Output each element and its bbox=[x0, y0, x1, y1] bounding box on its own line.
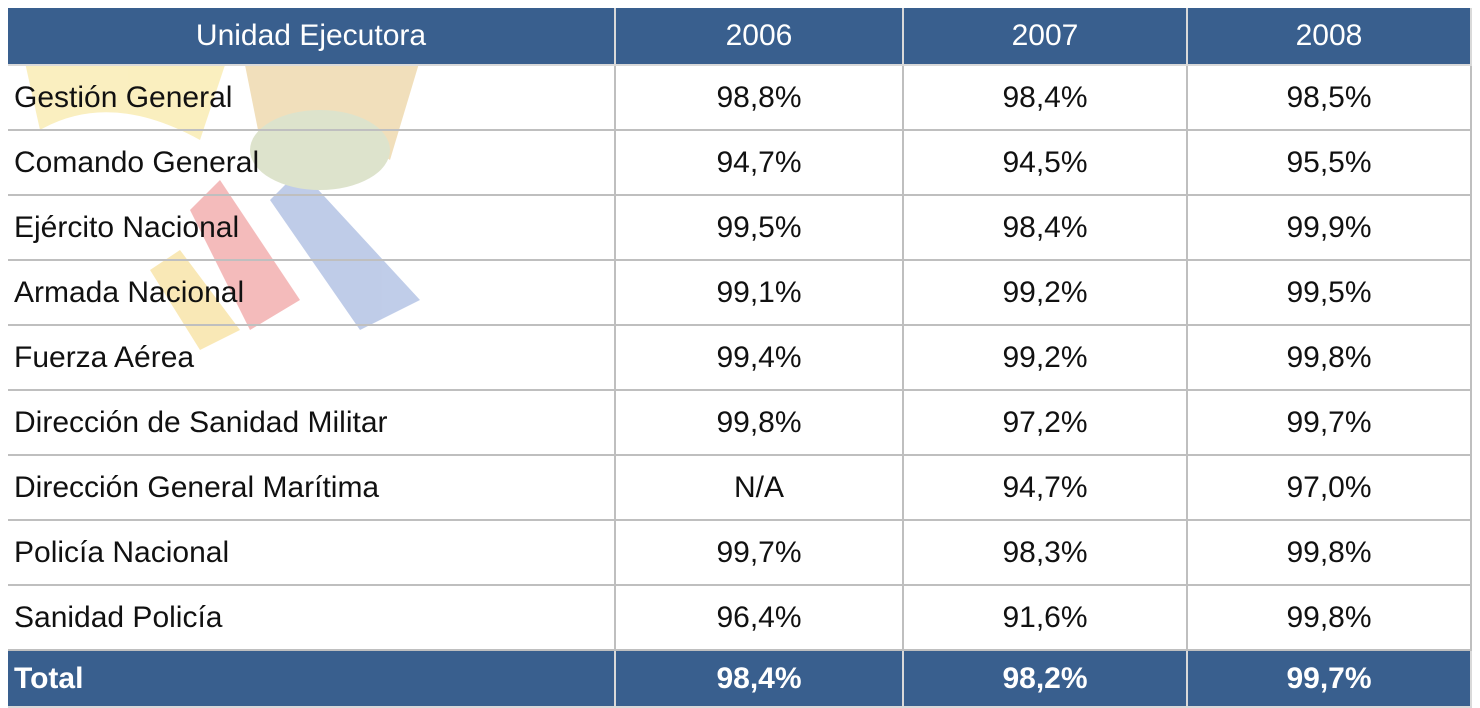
row-cell-value: 99,5% bbox=[1188, 261, 1472, 326]
row-cell-label: Gestión General bbox=[8, 66, 616, 131]
row-cell-value: 95,5% bbox=[1188, 131, 1472, 196]
row-cell-label: Armada Nacional bbox=[8, 261, 616, 326]
row-cell-label: Policía Nacional bbox=[8, 521, 616, 586]
row-cell-value: 99,7% bbox=[1188, 391, 1472, 456]
header-cell-value: 2006 bbox=[616, 8, 904, 66]
row-cell-value: 97,0% bbox=[1188, 456, 1472, 521]
row-cell-value: 97,2% bbox=[904, 391, 1188, 456]
row-cell-value: 99,8% bbox=[1188, 521, 1472, 586]
total-cell-label: Total bbox=[8, 651, 616, 708]
row-cell-label: Dirección de Sanidad Militar bbox=[8, 391, 616, 456]
row-cell-value: 99,4% bbox=[616, 326, 904, 391]
row-cell-value: 96,4% bbox=[616, 586, 904, 651]
table: Unidad Ejecutora200620072008 Gestión Gene… bbox=[0, 0, 1480, 708]
row-cell-value: 99,2% bbox=[904, 261, 1188, 326]
row-cell-label: Dirección General Marítima bbox=[8, 456, 616, 521]
row-cell-label: Comando General bbox=[8, 131, 616, 196]
row-cell-value: 94,7% bbox=[616, 131, 904, 196]
row-cell-value: 98,8% bbox=[616, 66, 904, 131]
row-cell-value: 98,4% bbox=[904, 196, 1188, 261]
row-cell-value: 99,8% bbox=[616, 391, 904, 456]
row-cell-value: 99,5% bbox=[616, 196, 904, 261]
row-cell-value: N/A bbox=[616, 456, 904, 521]
total-cell-value: 98,4% bbox=[616, 651, 904, 708]
row-cell-label: Sanidad Policía bbox=[8, 586, 616, 651]
header-cell-value: 2007 bbox=[904, 8, 1188, 66]
row-cell-value: 99,9% bbox=[1188, 196, 1472, 261]
row-cell-value: 99,8% bbox=[1188, 326, 1472, 391]
row-cell-value: 98,4% bbox=[904, 66, 1188, 131]
row-cell-label: Fuerza Aérea bbox=[8, 326, 616, 391]
row-cell-value: 99,7% bbox=[616, 521, 904, 586]
row-cell-value: 99,1% bbox=[616, 261, 904, 326]
header-cell-value: 2008 bbox=[1188, 8, 1472, 66]
row-cell-value: 98,5% bbox=[1188, 66, 1472, 131]
row-cell-value: 99,8% bbox=[1188, 586, 1472, 651]
row-cell-label: Ejército Nacional bbox=[8, 196, 616, 261]
row-cell-value: 94,7% bbox=[904, 456, 1188, 521]
row-cell-value: 99,2% bbox=[904, 326, 1188, 391]
page: Unidad Ejecutora200620072008 Gestión Gene… bbox=[0, 0, 1480, 708]
total-cell-value: 99,7% bbox=[1188, 651, 1472, 708]
header-cell-label: Unidad Ejecutora bbox=[8, 8, 616, 66]
row-cell-value: 98,3% bbox=[904, 521, 1188, 586]
total-cell-value: 98,2% bbox=[904, 651, 1188, 708]
row-cell-value: 91,6% bbox=[904, 586, 1188, 651]
row-cell-value: 94,5% bbox=[904, 131, 1188, 196]
